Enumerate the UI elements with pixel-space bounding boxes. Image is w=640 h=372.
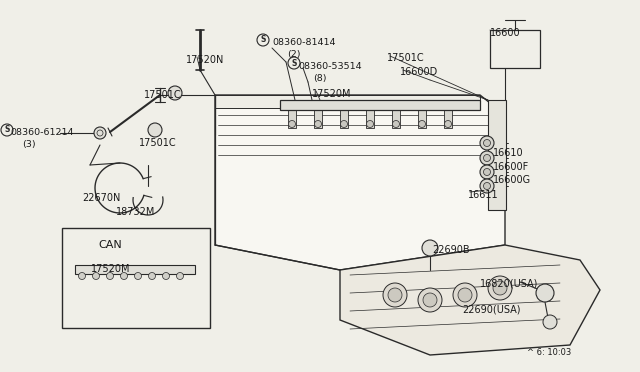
- Text: 22690(USA): 22690(USA): [462, 305, 520, 315]
- Circle shape: [64, 279, 72, 287]
- Circle shape: [445, 121, 451, 128]
- Text: 16600F: 16600F: [493, 162, 529, 172]
- Text: 17501C: 17501C: [387, 53, 424, 63]
- Polygon shape: [340, 245, 600, 355]
- Circle shape: [148, 273, 156, 279]
- Text: 17501C: 17501C: [144, 90, 182, 100]
- Circle shape: [480, 179, 494, 193]
- Text: (8): (8): [313, 74, 326, 83]
- Circle shape: [177, 273, 184, 279]
- Text: 22690B: 22690B: [432, 245, 470, 255]
- Text: 16600D: 16600D: [400, 67, 438, 77]
- Circle shape: [134, 273, 141, 279]
- Text: CAN: CAN: [98, 240, 122, 250]
- Circle shape: [480, 151, 494, 165]
- Text: 08360-61214: 08360-61214: [10, 128, 74, 137]
- Circle shape: [543, 315, 557, 329]
- Bar: [62, 228, 210, 328]
- Circle shape: [120, 273, 127, 279]
- Polygon shape: [215, 95, 480, 108]
- Circle shape: [94, 127, 106, 139]
- Circle shape: [106, 273, 113, 279]
- Text: 22670N: 22670N: [82, 193, 120, 203]
- Text: 16820(USA): 16820(USA): [480, 278, 538, 288]
- Circle shape: [483, 169, 490, 176]
- Text: 08360-53514: 08360-53514: [298, 62, 362, 71]
- Circle shape: [480, 136, 494, 150]
- Circle shape: [288, 57, 300, 69]
- Text: 16610: 16610: [493, 148, 524, 158]
- Bar: [288, 110, 296, 128]
- Circle shape: [289, 121, 296, 128]
- Bar: [418, 110, 426, 128]
- Bar: [75, 265, 195, 274]
- Circle shape: [418, 288, 442, 312]
- Circle shape: [392, 121, 399, 128]
- Bar: [314, 110, 322, 128]
- Circle shape: [148, 123, 162, 137]
- Circle shape: [536, 284, 554, 302]
- Text: 17520M: 17520M: [91, 264, 131, 274]
- Text: 08360-81414: 08360-81414: [272, 38, 335, 47]
- Circle shape: [488, 276, 512, 300]
- Circle shape: [422, 240, 438, 256]
- Text: (2): (2): [287, 50, 301, 59]
- Text: (3): (3): [22, 140, 36, 149]
- Text: 16600: 16600: [490, 28, 520, 38]
- Circle shape: [388, 288, 402, 302]
- Circle shape: [257, 34, 269, 46]
- Circle shape: [493, 281, 507, 295]
- Circle shape: [419, 121, 426, 128]
- Bar: [444, 110, 452, 128]
- Circle shape: [423, 293, 437, 307]
- Circle shape: [480, 165, 494, 179]
- Circle shape: [483, 183, 490, 189]
- Text: ^ 6: 10:03: ^ 6: 10:03: [527, 348, 572, 357]
- Text: 17520M: 17520M: [312, 89, 351, 99]
- Bar: [488, 100, 506, 210]
- Bar: [490, 30, 540, 68]
- Text: S: S: [4, 125, 10, 135]
- Bar: [366, 110, 374, 128]
- Text: S: S: [260, 35, 266, 45]
- Circle shape: [453, 283, 477, 307]
- Text: 18732M: 18732M: [116, 207, 156, 217]
- Circle shape: [168, 86, 182, 100]
- Text: 16600G: 16600G: [493, 175, 531, 185]
- Circle shape: [93, 273, 99, 279]
- Circle shape: [367, 121, 374, 128]
- Circle shape: [79, 273, 86, 279]
- Circle shape: [483, 154, 490, 161]
- Circle shape: [340, 121, 348, 128]
- Text: S: S: [291, 58, 297, 67]
- Bar: [280, 100, 480, 110]
- Circle shape: [1, 124, 13, 136]
- Bar: [340, 110, 348, 128]
- Text: 17520N: 17520N: [186, 55, 225, 65]
- Circle shape: [163, 273, 170, 279]
- Circle shape: [458, 288, 472, 302]
- Text: 16611: 16611: [468, 190, 499, 200]
- Polygon shape: [215, 95, 505, 270]
- Bar: [392, 110, 400, 128]
- Text: 17501C: 17501C: [139, 138, 177, 148]
- Circle shape: [483, 140, 490, 147]
- Circle shape: [383, 283, 407, 307]
- Circle shape: [314, 121, 321, 128]
